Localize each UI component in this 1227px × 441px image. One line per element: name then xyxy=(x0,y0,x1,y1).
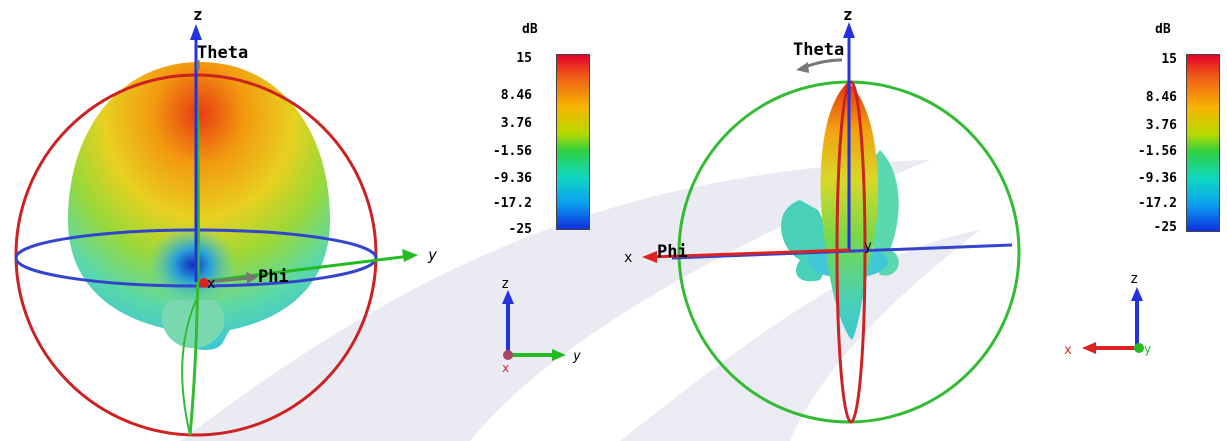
right-theta-label: Theta xyxy=(793,40,844,60)
right-color-scale: dB 15 8.46 3.76 -1.56 -9.36 -17.2 -25 xyxy=(1100,22,1225,242)
left-scale-tick: -1.56 xyxy=(492,144,532,159)
right-x-label: x xyxy=(624,250,632,266)
right-z-label: z xyxy=(843,5,853,24)
right-x-axis xyxy=(651,248,850,259)
right-scale-tick: -17.2 xyxy=(1137,196,1177,211)
right-scale-tick: -25 xyxy=(1153,220,1177,235)
left-mini-axes: z y x xyxy=(501,276,581,375)
left-scale-tick: -9.36 xyxy=(492,171,532,186)
left-scale-tick: 8.46 xyxy=(500,88,532,103)
right-y-label: y xyxy=(864,239,872,254)
right-phi-label: Phi xyxy=(657,242,688,262)
left-phi-arrow xyxy=(204,276,251,284)
left-green-meridian-2 xyxy=(181,299,197,436)
right-scale-bar xyxy=(1186,54,1220,232)
left-mini-z: z xyxy=(501,276,509,292)
left-scale-tick: 15 xyxy=(516,51,532,66)
left-mini-x: x xyxy=(502,361,509,375)
left-color-scale: dB 15 8.46 3.76 -1.56 -9.36 -17.2 -25 xyxy=(470,22,600,242)
left-theta-label: Theta xyxy=(197,43,248,63)
left-scale-tick: -25 xyxy=(508,222,532,237)
left-scale-bar xyxy=(556,54,590,230)
watermark-swoosh xyxy=(180,160,930,441)
left-z-label: z xyxy=(193,5,203,24)
right-mini-x: x xyxy=(1064,343,1072,358)
left-mini-y: y xyxy=(572,349,581,364)
right-scale-tick: -1.56 xyxy=(1137,144,1177,159)
left-z-arrowhead xyxy=(190,24,202,40)
right-scale-tick: 8.46 xyxy=(1145,90,1177,105)
right-scale-tick: -9.36 xyxy=(1137,171,1177,186)
left-y-label: y xyxy=(427,246,437,264)
right-scale-unit: dB xyxy=(1155,22,1171,37)
right-scale-tick: 3.76 xyxy=(1145,118,1177,133)
left-y-arrowhead xyxy=(402,249,418,262)
left-back-lobe xyxy=(161,300,225,349)
left-origin xyxy=(199,278,209,288)
right-scale-tick: 15 xyxy=(1161,52,1177,67)
right-mini-z: z xyxy=(1130,271,1138,287)
watermark-swoosh-2 xyxy=(620,230,980,441)
left-x-label: x xyxy=(207,276,215,292)
left-phi-label: Phi xyxy=(258,267,289,287)
left-y-axis xyxy=(199,254,411,284)
left-null-region xyxy=(147,225,237,305)
right-mini-y: y xyxy=(1144,342,1151,356)
left-scale-unit: dB xyxy=(522,22,538,37)
right-mini-axes: z x y xyxy=(1064,271,1151,358)
left-scale-tick: -17.2 xyxy=(492,196,532,211)
left-phi-arrowhead xyxy=(246,272,258,284)
right-pattern-view: z Theta x Phi y xyxy=(624,5,1021,424)
left-scale-tick: 3.76 xyxy=(500,116,532,131)
left-pattern-view: z Theta y x Phi xyxy=(14,5,437,437)
